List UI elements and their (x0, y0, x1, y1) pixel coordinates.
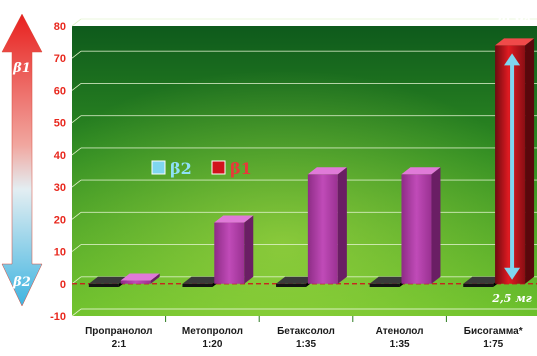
category-name: Метопролол (182, 326, 243, 337)
bar-beta2-top (369, 276, 409, 284)
category-ratio: 1:75 (483, 339, 503, 350)
category-ratio: 1:35 (390, 339, 410, 350)
legend-swatch-beta2 (151, 160, 166, 175)
bar-beta2-top (182, 276, 222, 284)
category-name: Атенолол (376, 326, 424, 337)
gridline-diag (71, 244, 82, 252)
gridline-diag (71, 212, 82, 220)
bar-beta1-side (337, 167, 347, 284)
gridline-diag (71, 276, 82, 285)
category-separators (165, 316, 447, 322)
beta-scale-arrow: β1 β2 (1, 13, 43, 307)
gridline-diag (71, 308, 82, 317)
bar-beta2-front (182, 283, 213, 287)
gridline-diag (71, 50, 82, 59)
dose-top-label: 20 мг (493, 14, 531, 27)
y-tick-label: 70 (54, 53, 66, 65)
arrow-down-icon (504, 267, 521, 280)
y-tick-label: 80 (54, 21, 66, 33)
bar-beta2-top (276, 276, 316, 284)
category-name: Пропранолол (85, 326, 152, 337)
category-name: Бисогамма* (464, 326, 523, 337)
bar-beta1-side (244, 215, 254, 284)
bar-beta1-front (214, 222, 245, 284)
y-tick-label: 40 (54, 150, 66, 162)
bar-beta1-side (150, 273, 160, 284)
y-tick-label: 50 (54, 118, 66, 130)
bar-beta2-front (88, 283, 119, 287)
bar-beta1 (307, 167, 347, 284)
legend-label-beta1: β1 (230, 159, 252, 178)
gridline-diag (71, 115, 82, 123)
bar-beta1-top (214, 215, 254, 223)
y-tick-label: 10 (54, 247, 66, 259)
bar-beta2-front (463, 283, 494, 287)
bar-beta1-highlight-side (525, 38, 535, 284)
gridline-diag (71, 83, 82, 91)
bar-beta1-front (307, 174, 338, 284)
dose-annotation: 20 мг 2,5 мг (491, 14, 532, 305)
dose-bottom-label: 2,5 мг (491, 292, 532, 305)
bar-beta1-front (120, 280, 151, 284)
bar-beta1-side (431, 167, 441, 284)
category-name: Бетаксолол (277, 326, 335, 337)
double-arrow-icon (1, 13, 43, 307)
y-axis-ticks: -10 0 10 20 30 40 50 60 70 80 (50, 21, 66, 323)
y-tick-label: 30 (54, 182, 66, 194)
legend-label-beta2: β2 (170, 159, 192, 178)
bar-beta2-top (463, 276, 503, 284)
bar-beta1 (401, 167, 441, 284)
legend-swatch-beta1 (211, 160, 226, 175)
category-labels: Пропранолол 2:1 Метопролол 1:20 Бетаксолол 1:… (85, 326, 523, 350)
legend: β2 β1 (151, 159, 252, 178)
bar-beta1-highlight-top (495, 38, 535, 46)
bar-beta2-top (88, 276, 128, 284)
bar-beta1-top (120, 273, 160, 281)
bar-beta1-top (401, 167, 441, 175)
bar-beta1 (120, 273, 160, 284)
bar-beta2-front (369, 283, 400, 287)
category-ratio: 2:1 (112, 339, 127, 350)
category-ratio: 1:35 (296, 339, 316, 350)
gridline-diag (71, 18, 82, 27)
bar-beta1-highlight (495, 38, 535, 284)
gridline-diag (71, 179, 82, 188)
bar-beta1-top (307, 167, 347, 175)
arrow-top-label: β1 (12, 61, 31, 76)
plot-background (72, 26, 537, 316)
y-tick-label: 0 (60, 279, 66, 291)
arrow-bottom-label: β2 (12, 275, 31, 290)
arrow-up-icon (504, 53, 521, 66)
bar-beta1-front (401, 174, 432, 284)
y-tick-label: 60 (54, 85, 66, 97)
gridline-diag (71, 147, 82, 156)
bar-beta1 (214, 215, 254, 284)
y-tick-label: -10 (50, 311, 66, 323)
bar-beta2-front (276, 283, 307, 287)
category-ratio: 1:20 (202, 339, 222, 350)
y-tick-label: 20 (54, 214, 66, 226)
